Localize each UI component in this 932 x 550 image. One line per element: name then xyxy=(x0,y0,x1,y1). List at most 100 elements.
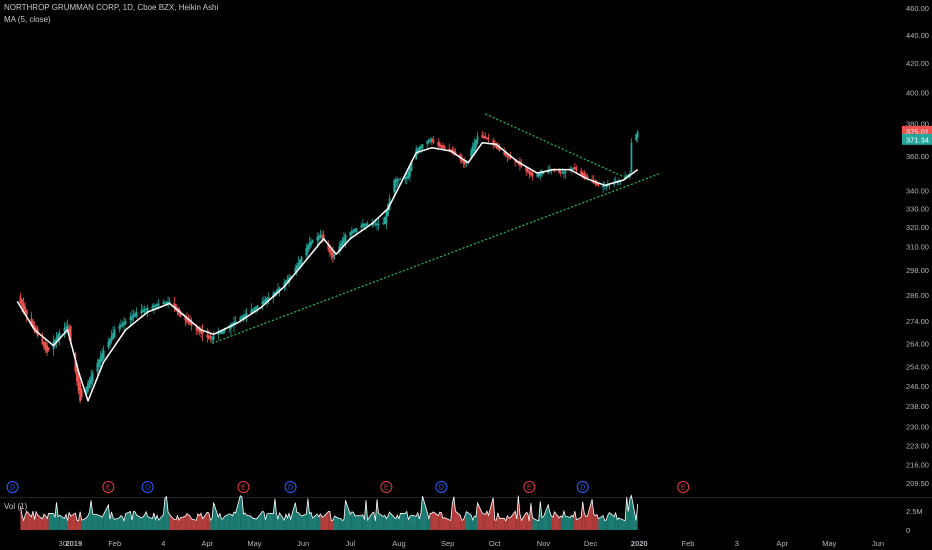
time-axis-tick: Feb xyxy=(681,539,694,548)
volume-area xyxy=(78,511,81,530)
candle-body xyxy=(514,159,517,162)
volume-area xyxy=(207,512,209,530)
volume-area xyxy=(417,512,420,530)
volume-area xyxy=(461,519,464,530)
dividend-marker[interactable] xyxy=(284,481,297,493)
volume-area xyxy=(252,518,255,530)
volume-area xyxy=(345,500,351,530)
volume-line xyxy=(20,494,639,522)
volume-area xyxy=(587,499,593,530)
volume-area xyxy=(508,517,511,530)
volume-legend[interactable]: Vol (1) xyxy=(4,502,28,511)
earnings-marker[interactable] xyxy=(102,481,115,493)
candle-body xyxy=(432,139,435,143)
time-axis-tick: Sep xyxy=(441,539,454,548)
volume-area xyxy=(290,502,296,530)
volume-area xyxy=(235,495,241,530)
volume-area xyxy=(135,511,137,530)
candle-body xyxy=(278,287,281,291)
volume-area xyxy=(474,516,476,530)
volume-area xyxy=(626,497,629,530)
volume-area xyxy=(464,511,467,530)
volume-area xyxy=(284,514,286,530)
volume-area xyxy=(179,517,181,530)
candle-body xyxy=(190,322,193,326)
event-marker-label: E xyxy=(681,485,686,492)
volume-area xyxy=(103,504,109,530)
dividend-marker[interactable] xyxy=(576,481,589,493)
candle-body xyxy=(454,151,457,155)
volume-area xyxy=(97,514,99,530)
candle-body xyxy=(431,138,433,142)
volume-area xyxy=(166,496,169,530)
candle-body xyxy=(244,314,246,319)
volume-area xyxy=(629,495,632,530)
volume-area xyxy=(416,512,418,530)
volume-area xyxy=(32,511,35,530)
dividend-marker[interactable] xyxy=(435,481,448,493)
candle-body xyxy=(145,308,147,310)
earnings-marker[interactable] xyxy=(237,481,250,493)
candle-body xyxy=(398,178,400,180)
candle-body xyxy=(223,328,226,332)
volume-area xyxy=(168,511,170,530)
price-axis-tick: 264.00 xyxy=(906,339,929,348)
volume-area xyxy=(257,511,263,530)
time-axis-tick: Aug xyxy=(392,539,405,548)
candle-body xyxy=(341,240,344,247)
volume-area xyxy=(276,513,279,530)
candle-body xyxy=(559,171,562,174)
symbol-legend[interactable]: NORTHROP GRUMMAN CORP, 1D, Cboe BZX, Hei… xyxy=(4,3,219,12)
volume-area xyxy=(254,518,257,530)
earnings-marker[interactable] xyxy=(523,481,536,493)
time-axis-tick: 30 xyxy=(59,539,67,548)
candle-body xyxy=(44,342,47,350)
earnings-marker[interactable] xyxy=(677,481,690,493)
earnings-marker[interactable] xyxy=(380,481,393,493)
dividend-marker[interactable] xyxy=(141,481,154,493)
candle-body xyxy=(212,335,215,341)
time-axis-tick: 4 xyxy=(161,539,165,548)
candle-body xyxy=(264,299,267,303)
candle-body xyxy=(156,304,158,307)
volume-area xyxy=(519,514,522,530)
candle-body xyxy=(267,296,270,300)
volume-area xyxy=(593,514,596,530)
ma-legend[interactable]: MA (5, close) xyxy=(4,15,51,24)
support-trendline[interactable] xyxy=(211,172,662,344)
volume-area xyxy=(229,513,231,530)
time-axis-tick: Dec xyxy=(584,539,598,548)
volume-area xyxy=(98,515,101,530)
resistance-trendline[interactable] xyxy=(485,113,627,179)
volume-area xyxy=(196,513,198,530)
volume-area xyxy=(620,518,626,530)
price-axis-tick: 340.00 xyxy=(906,187,929,196)
volume-area xyxy=(483,513,486,530)
candle-body xyxy=(96,362,99,372)
candle-body xyxy=(376,223,378,226)
volume-area xyxy=(570,515,572,530)
candle-body xyxy=(272,293,275,298)
candle-body xyxy=(443,146,446,149)
candle-body xyxy=(131,315,133,321)
volume-area xyxy=(45,516,48,530)
candle-body xyxy=(284,280,287,285)
volume-area xyxy=(598,515,604,530)
volume-area xyxy=(34,511,37,530)
volume-area xyxy=(224,513,230,530)
candle-body xyxy=(361,224,364,228)
dividend-marker[interactable] xyxy=(6,481,19,493)
volume-area xyxy=(356,515,362,530)
candle-body xyxy=(330,249,333,256)
volume-area xyxy=(199,513,202,530)
volume-area xyxy=(430,513,432,530)
volume-area xyxy=(582,501,585,530)
volume-area xyxy=(197,513,200,530)
price-axis-tick: 216.00 xyxy=(906,461,929,470)
candle-body xyxy=(537,173,540,177)
volume-area xyxy=(584,513,586,530)
time-axis-tick: Apr xyxy=(201,539,213,548)
price-axis-tick: 230.00 xyxy=(906,423,929,432)
